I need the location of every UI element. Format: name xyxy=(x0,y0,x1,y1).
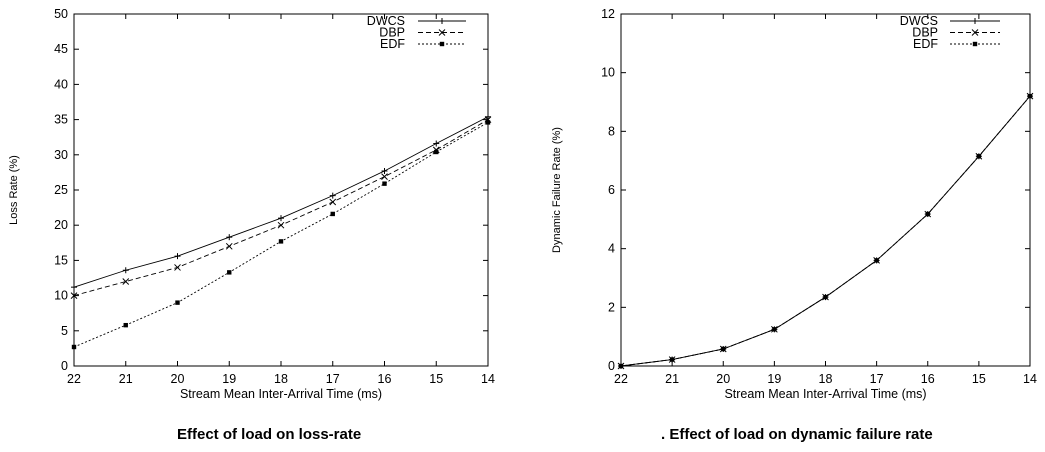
y-axis-label: Dynamic Failure Rate (%) xyxy=(551,127,563,253)
x-tick-label: 18 xyxy=(274,372,288,386)
x-tick-label: 21 xyxy=(665,372,679,386)
legend-marker xyxy=(439,41,445,47)
data-point-dbp xyxy=(122,278,130,285)
data-point-edf xyxy=(618,363,624,369)
data-point-edf xyxy=(721,346,726,352)
y-tick-label: 5 xyxy=(61,324,68,338)
data-point-edf xyxy=(382,181,387,186)
legend-marker xyxy=(971,29,979,36)
data-point-edf xyxy=(669,357,675,362)
series-line-dwcs xyxy=(73,116,489,288)
legend-label: DBP xyxy=(379,26,405,40)
y-tick-label: 35 xyxy=(54,113,68,127)
data-point-dbp xyxy=(277,221,285,229)
x-tick-label: 20 xyxy=(171,372,185,386)
data-point-edf xyxy=(123,322,128,328)
data-point-dwcs xyxy=(174,253,181,260)
loss-rate-chart: 0 5 10 15 20 25 30 35 40 45 50 22 21 20 19 18 17 16 15 14 St… xyxy=(8,7,495,401)
data-point-dwcs xyxy=(71,284,77,291)
data-point-edf xyxy=(976,154,982,159)
x-tick-label: 14 xyxy=(481,372,495,386)
series-line-dbp xyxy=(73,119,489,297)
legend-label: DWCS xyxy=(900,14,938,28)
y-tick-label: 6 xyxy=(608,183,615,197)
y-axis-label: Loss Rate (%) xyxy=(8,155,20,225)
x-tick-label: 19 xyxy=(222,372,236,386)
y-tick-label: 25 xyxy=(54,183,68,197)
y-tick-label: 10 xyxy=(54,289,68,303)
series-line-dbp xyxy=(620,95,1031,367)
x-tick-label: 16 xyxy=(921,372,935,386)
y-tick-label: 15 xyxy=(54,253,68,267)
data-point-edf xyxy=(330,211,335,217)
y-tick-label: 30 xyxy=(54,148,68,162)
legend-label: DWCS xyxy=(367,14,405,28)
data-point-dbp xyxy=(174,264,181,271)
data-point-dbp xyxy=(225,242,233,250)
plot-frame xyxy=(73,13,489,367)
x-tick-label: 22 xyxy=(614,372,628,386)
series-line-edf xyxy=(620,95,1031,367)
data-point-edf xyxy=(874,258,879,263)
x-tick-label: 16 xyxy=(378,372,392,386)
data-point-edf xyxy=(71,344,77,350)
x-tick-label: 15 xyxy=(972,372,986,386)
data-point-edf xyxy=(227,270,232,275)
dynamic-failure-caption: . Effect of load on dynamic failure rate xyxy=(661,426,933,443)
x-axis-label: Stream Mean Inter-Arrival Time (ms) xyxy=(724,387,926,401)
loss-rate-caption: Effect of load on loss-rate xyxy=(177,426,362,443)
legend-marker xyxy=(972,41,978,47)
legend-marker xyxy=(972,18,978,24)
y-tick-label: 50 xyxy=(54,7,68,21)
y-tick-label: 0 xyxy=(61,359,68,373)
plot-frame xyxy=(620,13,1031,367)
data-point-edf xyxy=(823,294,828,300)
x-tick-label: 19 xyxy=(767,372,781,386)
legend-label: EDF xyxy=(380,37,405,51)
data-point-dbp xyxy=(329,198,337,206)
y-tick-label: 20 xyxy=(54,218,68,232)
x-tick-label: 18 xyxy=(819,372,833,386)
data-point-dwcs xyxy=(278,215,284,222)
y-tick-label: 4 xyxy=(608,242,615,256)
series-line-dwcs xyxy=(620,95,1031,367)
y-tick-label: 2 xyxy=(608,300,615,314)
x-tick-label: 15 xyxy=(429,372,443,386)
x-tick-label: 17 xyxy=(870,372,884,386)
x-tick-label: 20 xyxy=(716,372,730,386)
legend-label: DBP xyxy=(912,26,938,40)
data-point-edf xyxy=(925,211,930,217)
legend-marker xyxy=(438,29,446,36)
data-point-dwcs xyxy=(329,192,336,199)
data-point-edf xyxy=(278,239,284,244)
dynamic-failure-rate-chart: 0 2 4 6 8 10 12 22 21 20 19 18 17 16 15 14 Stream Mean I… xyxy=(551,7,1037,401)
x-tick-label: 22 xyxy=(67,372,81,386)
y-tick-label: 10 xyxy=(601,66,615,80)
data-point-dwcs xyxy=(433,140,440,147)
data-point-dwcs xyxy=(226,234,233,241)
legend-label: EDF xyxy=(913,37,938,51)
data-point-edf xyxy=(1027,93,1033,99)
x-tick-label: 14 xyxy=(1023,372,1037,386)
data-point-edf xyxy=(772,327,777,332)
data-point-edf xyxy=(485,120,491,125)
y-tick-label: 12 xyxy=(601,7,615,21)
data-point-dbp xyxy=(70,292,78,299)
y-tick-label: 45 xyxy=(54,42,68,56)
x-axis-label: Stream Mean Inter-Arrival Time (ms) xyxy=(180,387,382,401)
data-point-dwcs xyxy=(122,267,129,274)
data-point-dwcs xyxy=(381,167,388,174)
x-tick-label: 17 xyxy=(326,372,340,386)
series-line-edf xyxy=(73,122,489,348)
data-point-dwcs xyxy=(485,113,491,120)
data-point-dbp xyxy=(381,173,388,180)
legend-marker xyxy=(439,18,445,24)
y-tick-label: 0 xyxy=(608,359,615,373)
x-tick-label: 21 xyxy=(119,372,133,386)
y-tick-label: 40 xyxy=(54,77,68,91)
y-tick-label: 8 xyxy=(608,124,615,138)
data-point-edf xyxy=(175,300,180,305)
data-point-edf xyxy=(434,149,439,155)
